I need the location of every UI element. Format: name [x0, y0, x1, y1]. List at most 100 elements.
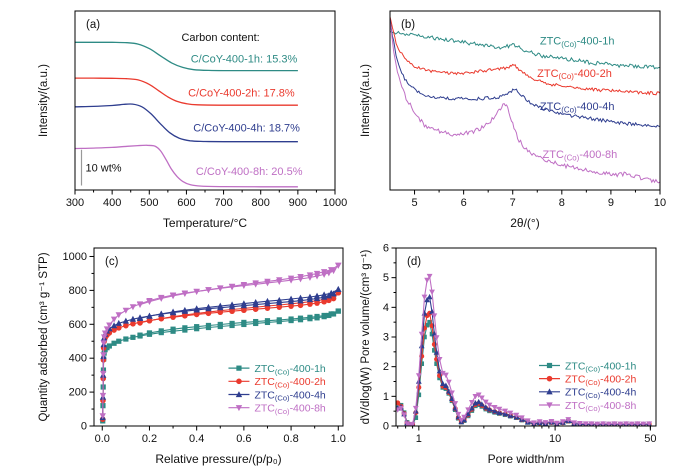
marker-triangle-down — [548, 418, 555, 425]
marker-triangle-up — [482, 404, 489, 410]
curve-annotation: ZTC(Co)-400-4h — [540, 101, 615, 114]
marker-triangle-down — [101, 330, 109, 337]
marker-square — [335, 308, 341, 314]
panel-letter: (a) — [86, 19, 100, 31]
legend-label: ZTC(Co)-400-8h — [254, 402, 325, 415]
marker-triangle-down — [546, 402, 553, 409]
marker-circle — [146, 317, 153, 324]
marker-triangle-down — [335, 262, 342, 269]
marker-triangle-up — [424, 296, 430, 303]
marker-triangle-down — [100, 340, 107, 347]
marker-triangle-down — [436, 356, 443, 363]
marker-triangle-down — [518, 415, 525, 421]
marker-triangle-down — [421, 294, 428, 301]
y-tick-label: 3 — [383, 332, 389, 344]
marker-triangle-down — [640, 421, 647, 426]
marker-triangle-down — [611, 421, 618, 426]
marker-triangle-down — [465, 407, 472, 413]
y-tick-label: 600 — [69, 319, 87, 331]
marker-triangle-up — [181, 306, 189, 313]
marker-triangle-down — [327, 267, 335, 274]
curve-annotation: ZTC(Co)-400-8h — [543, 149, 618, 162]
curve-annotation: C/CoY-400-8h: 20.5% — [196, 166, 303, 178]
legend: ZTC(Co)-400-1hZTC(Co)-400-2hZTC(Co)-400-… — [539, 360, 636, 413]
marker-triangle-down — [158, 295, 165, 302]
marker-square — [321, 312, 327, 319]
marker-triangle-down — [513, 412, 520, 419]
series-ZTC(Co)-400-4h — [390, 18, 660, 128]
legend-label: ZTC(Co)-400-1h — [254, 363, 325, 376]
marker-square — [264, 318, 271, 324]
x-tick-label: 50 — [644, 433, 656, 445]
marker-triangle-up — [313, 292, 321, 299]
marker-square — [307, 314, 313, 320]
x-tick-label: 8 — [559, 197, 565, 209]
marker-circle — [170, 313, 176, 320]
marker-triangle-down — [634, 421, 641, 426]
marker-triangle-down — [496, 406, 503, 413]
marker-circle — [158, 315, 165, 322]
y-tick-label: 5 — [383, 272, 389, 284]
x-tick-label: 1000 — [323, 197, 347, 209]
legend-label: ZTC(Co)-400-4h — [254, 389, 325, 402]
marker-triangle-down — [146, 298, 153, 305]
series-ZTC(Co)-400-1h — [390, 30, 660, 70]
marker-triangle-down — [276, 277, 283, 284]
scale-bar-label: 10 wt% — [86, 163, 122, 175]
x-tick-label: 0.0 — [95, 433, 110, 445]
curve-annotation: C/CoY-400-1h: 15.3% — [191, 53, 298, 65]
plot-area — [75, 41, 298, 188]
marker-triangle-up — [287, 295, 295, 302]
marker-square — [182, 325, 188, 331]
marker-square — [434, 361, 439, 366]
x-tick-label: 7 — [510, 197, 516, 209]
marker-circle — [115, 325, 122, 331]
marker-triangle-down — [502, 408, 509, 414]
y-tick-label: 400 — [69, 353, 87, 365]
chart-svg-c: 0.0 0.2 0.4 0.6 0.8 1.0 0 200 400 600 800 1000 Relat… — [38, 247, 346, 466]
marker-triangle-down — [252, 280, 259, 287]
marker-triangle-down — [617, 421, 624, 426]
x-tick-label: 0.8 — [283, 433, 298, 445]
chart-svg-a: 300 400 500 600 700 800 900 1000 Temperature/°C I… — [38, 10, 347, 230]
panel-b-xrd-chart: 5 6 7 8 9 10 2θ/(°) Intensity/(a.u.) (b) ZTC(Co)-… — [358, 2, 670, 234]
marker-circle — [137, 320, 143, 326]
y-tick-label: 1000 — [63, 251, 87, 263]
plot-area — [390, 16, 660, 184]
marker-triangle-down — [404, 421, 410, 426]
marker-square — [429, 331, 435, 337]
curve-annotation: C/CoY-400-4h: 18.7% — [193, 122, 300, 134]
marker-triangle-down — [605, 421, 612, 426]
marker-square — [205, 322, 212, 329]
marker-triangle-down — [136, 302, 144, 309]
marker-square — [314, 313, 320, 320]
marker-square — [194, 324, 200, 330]
marker-triangle-up — [468, 405, 475, 411]
plot-area — [396, 273, 653, 426]
marker-square — [419, 361, 425, 366]
x-tick-label: 500 — [140, 197, 158, 209]
panel-letter: (d) — [407, 256, 421, 268]
y-tick-label: 200 — [69, 387, 87, 399]
legend: ZTC(Co)-400-1hZTC(Co)-400-2hZTC(Co)-400-… — [228, 363, 326, 416]
x-tick-label: 900 — [289, 197, 307, 209]
marker-square — [276, 317, 282, 323]
marker-triangle-down — [482, 399, 489, 406]
marker-triangle-down — [458, 417, 465, 424]
x-tick-label: 10 — [549, 433, 561, 445]
marker-triangle-up — [429, 308, 435, 315]
marker-triangle-down — [536, 419, 543, 425]
panel-c-isotherm-chart: 0.0 0.2 0.4 0.6 0.8 1.0 0 200 400 600 800 1000 Relat… — [36, 238, 352, 470]
marker-triangle-up — [546, 388, 553, 395]
marker-triangle-down — [313, 270, 321, 277]
marker-triangle-down — [193, 288, 200, 295]
marker-triangle-up — [335, 285, 342, 292]
y-tick-label: 0 — [383, 421, 389, 433]
marker-triangle-down — [582, 421, 589, 426]
y-axis-title: dV/dlog(W) Pore volume/(cm³ g⁻¹) — [360, 249, 372, 424]
y-tick-label: 6 — [383, 243, 389, 255]
marker-triangle-down — [106, 322, 113, 329]
marker-square — [546, 362, 553, 369]
marker-triangle-down — [431, 313, 438, 319]
marker-triangle-down — [306, 272, 314, 279]
